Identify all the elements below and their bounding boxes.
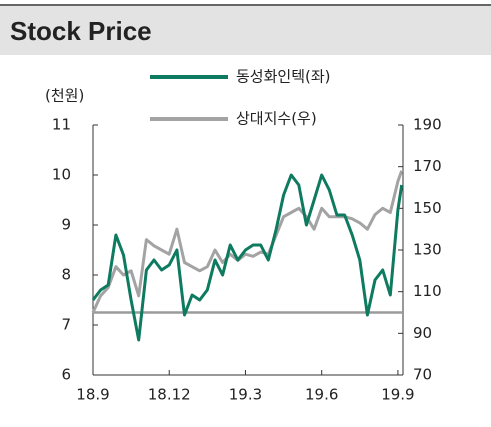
y2-tick-label: 190 [413,116,442,134]
y2-tick-label: 110 [413,282,442,300]
y-tick-label: 10 [52,166,71,184]
y-axis-label: (천원) [45,87,84,105]
y2-tick-label: 90 [413,324,432,342]
y-tick-label: 7 [61,316,71,334]
y-tick-label: 11 [52,116,71,134]
y2-tick-label: 70 [413,366,432,384]
legend-label: 상대지수(우) [236,110,317,128]
y-tick-label: 9 [61,216,71,234]
y2-tick-label: 170 [413,157,442,175]
x-tick-label: 18.9 [76,386,109,404]
x-tick-label: 19.9 [381,386,414,404]
series-line [91,173,404,342]
y2-tick-label: 150 [413,199,442,217]
x-tick-label: 19.3 [229,386,262,404]
header-band [0,5,491,55]
y2-tick-label: 130 [413,241,442,259]
y-tick-label: 8 [61,266,71,284]
legend-label: 동성화인텍(좌) [236,68,331,86]
series-line [91,170,404,314]
x-tick-label: 19.6 [305,386,338,404]
x-tick-label: 18.12 [148,386,191,404]
y-tick-label: 6 [61,366,71,384]
chart-title: Stock Price [10,16,152,46]
